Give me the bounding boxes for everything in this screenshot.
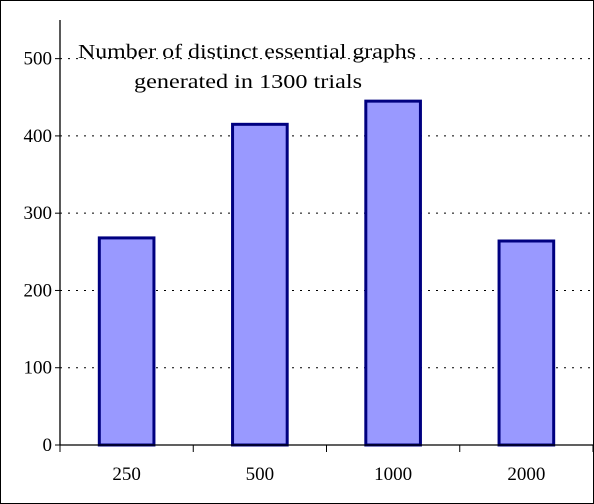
y-tick-label: 400	[24, 126, 53, 147]
y-tick-label: 0	[43, 435, 53, 456]
x-ticks: 250 500 1000 2000	[59, 445, 594, 485]
bar-1000	[364, 99, 422, 447]
y-tick-label: 300	[24, 203, 53, 224]
bars	[97, 99, 556, 447]
x-tick-label: 500	[246, 464, 275, 485]
y-ticks: 0 100 200 300 400 500	[24, 49, 60, 456]
y-tick-label: 500	[24, 49, 53, 70]
x-tick-label: 1000	[374, 464, 412, 485]
chart-title-line-2: generated in 1300 trials	[134, 71, 362, 93]
bar-250	[97, 236, 156, 447]
y-tick-label: 200	[24, 280, 53, 301]
bar-500	[231, 122, 289, 447]
y-tick-label: 100	[24, 358, 53, 379]
x-tick-label: 2000	[507, 464, 545, 485]
x-tick-label: 250	[112, 464, 141, 485]
chart-title-line-1: Number of distinct essential graphs	[78, 41, 416, 63]
bar-2000	[497, 239, 556, 447]
